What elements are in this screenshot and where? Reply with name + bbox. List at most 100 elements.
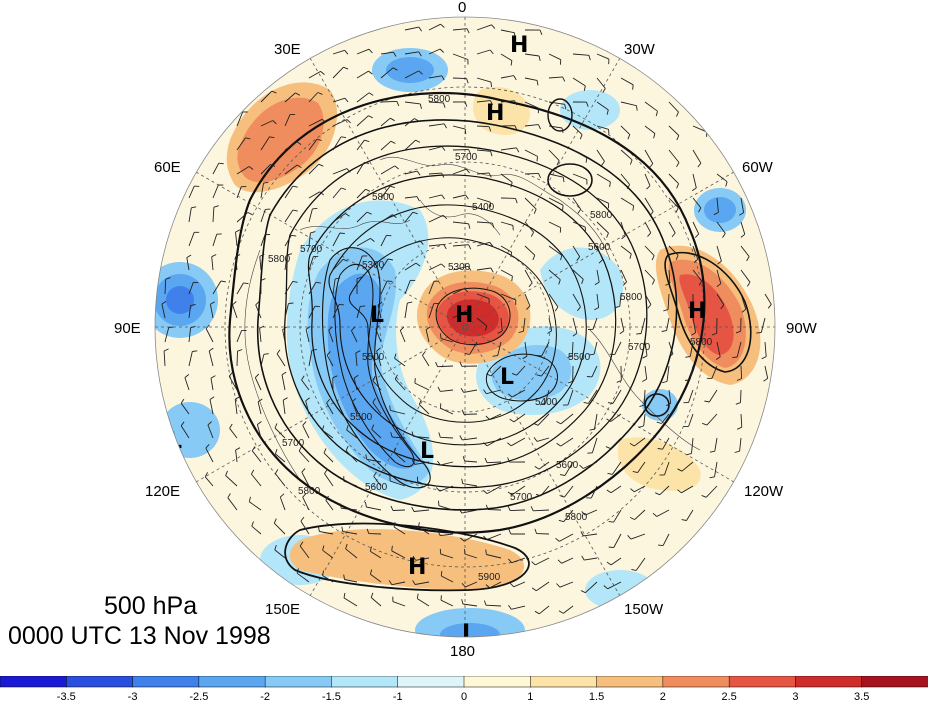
wind-barbs: [161, 23, 772, 615]
wind-barb: [418, 404, 430, 415]
wind-barb-flag: [522, 355, 528, 360]
anomaly-region: [327, 273, 420, 469]
wind-barb: [596, 293, 600, 308]
wind-barb: [236, 330, 243, 343]
wind-barb: [612, 461, 622, 475]
wind-barb-flag: [583, 401, 589, 404]
wind-barb-flag: [538, 173, 542, 179]
anomaly-region: [440, 623, 500, 637]
wind-barb: [332, 49, 345, 55]
wind-barb: [452, 149, 469, 151]
wind-barb: [440, 599, 454, 607]
wind-barb: [204, 476, 214, 487]
wind-barb: [180, 403, 190, 415]
wind-barb-flag: [437, 530, 441, 536]
wind-barb: [476, 317, 488, 327]
colorbar-swatch: [264, 676, 333, 688]
wind-barb: [681, 461, 694, 472]
wind-barb-flag: [419, 240, 424, 245]
wind-barb: [284, 92, 296, 103]
wind-barb-flag: [661, 330, 667, 332]
wind-barb: [284, 114, 291, 127]
wind-barb: [260, 136, 270, 151]
wind-barb-flag: [580, 590, 586, 594]
colorbar-tick-label: 2.5: [721, 691, 736, 702]
anomaly-region: [386, 57, 434, 83]
wind-barb: [596, 197, 609, 204]
wind-barb-flag: [709, 476, 715, 479]
wind-barb-flag: [581, 555, 585, 561]
wind-barb-flag: [606, 109, 609, 115]
wind-barb-flag: [323, 448, 327, 454]
wind-barb: [418, 526, 430, 535]
wind-barb: [356, 188, 366, 199]
wind-barb-flag: [344, 50, 349, 55]
wind-barb: [260, 164, 271, 175]
wind-barb: [662, 437, 670, 450]
wind-barb: [548, 101, 565, 105]
anomaly-region: [160, 402, 220, 458]
wind-barb: [305, 400, 310, 415]
anomaly-region: [704, 197, 736, 223]
wind-barb: [500, 245, 512, 253]
wind-barb: [332, 232, 341, 247]
wind-barb-flag: [301, 468, 306, 473]
wind-barb-flag: [388, 580, 393, 585]
wind-barb: [711, 365, 718, 379]
wind-barb: [764, 365, 769, 379]
wind-barb-flag: [581, 279, 584, 285]
wind-barb: [536, 437, 550, 442]
wind-barb: [229, 428, 238, 439]
lon-label-150w: 150W: [624, 601, 664, 618]
contour-trough-inner: [334, 263, 415, 468]
wind-barb: [572, 197, 582, 210]
wind-barb-flag: [386, 234, 392, 237]
wind-barb: [620, 101, 637, 107]
wind-barb: [596, 221, 609, 234]
wind-barb-flag: [186, 254, 192, 258]
wind-barb: [705, 485, 718, 498]
wind-barb: [714, 437, 718, 452]
wind-barb: [404, 118, 415, 127]
wind-barb: [469, 341, 478, 355]
wind-barb-flag: [606, 418, 612, 422]
wind-barb: [538, 461, 550, 470]
wind-barb: [572, 149, 588, 159]
wind-barb: [572, 77, 586, 87]
wind-barb: [644, 101, 658, 112]
anomaly-region: [491, 345, 572, 401]
wind-barb: [392, 509, 406, 511]
wind-barb: [644, 341, 648, 356]
colorbar-swatch: [861, 676, 928, 688]
wind-barb-flag: [376, 347, 381, 352]
colorbar-swatch: [530, 676, 598, 688]
wind-barb: [236, 351, 238, 367]
wind-barb: [644, 365, 648, 380]
wind-barb: [500, 147, 517, 151]
wind-barb: [413, 509, 430, 512]
wind-barb-flag: [325, 495, 329, 501]
wind-barb-flag: [636, 105, 638, 111]
wind-barb-flag: [418, 51, 422, 57]
wind-barb-flag: [389, 185, 396, 189]
wind-barb: [452, 288, 465, 295]
wind-barb-flag: [491, 24, 496, 29]
map-time-title: 0000 UTC 13 Nov 1998: [8, 622, 271, 650]
wind-barb: [356, 306, 361, 319]
wind-barb-flag: [702, 422, 708, 426]
wind-barb: [764, 293, 772, 305]
wind-barb: [370, 551, 382, 559]
wind-barb-flag: [234, 396, 240, 400]
wind-barb: [345, 450, 358, 463]
wind-barb-flag: [717, 260, 722, 265]
wind-barb: [452, 28, 468, 31]
contour-label: 5400: [472, 202, 495, 213]
wind-barb: [476, 125, 490, 128]
wind-barb-flag: [535, 493, 541, 497]
contour-5500: [307, 174, 617, 468]
wind-barb-flag: [345, 213, 350, 217]
wind-barb-flag: [638, 425, 644, 428]
wind-barb-flag: [601, 161, 605, 166]
wind-barb: [236, 186, 242, 199]
wind-barb: [692, 125, 707, 133]
